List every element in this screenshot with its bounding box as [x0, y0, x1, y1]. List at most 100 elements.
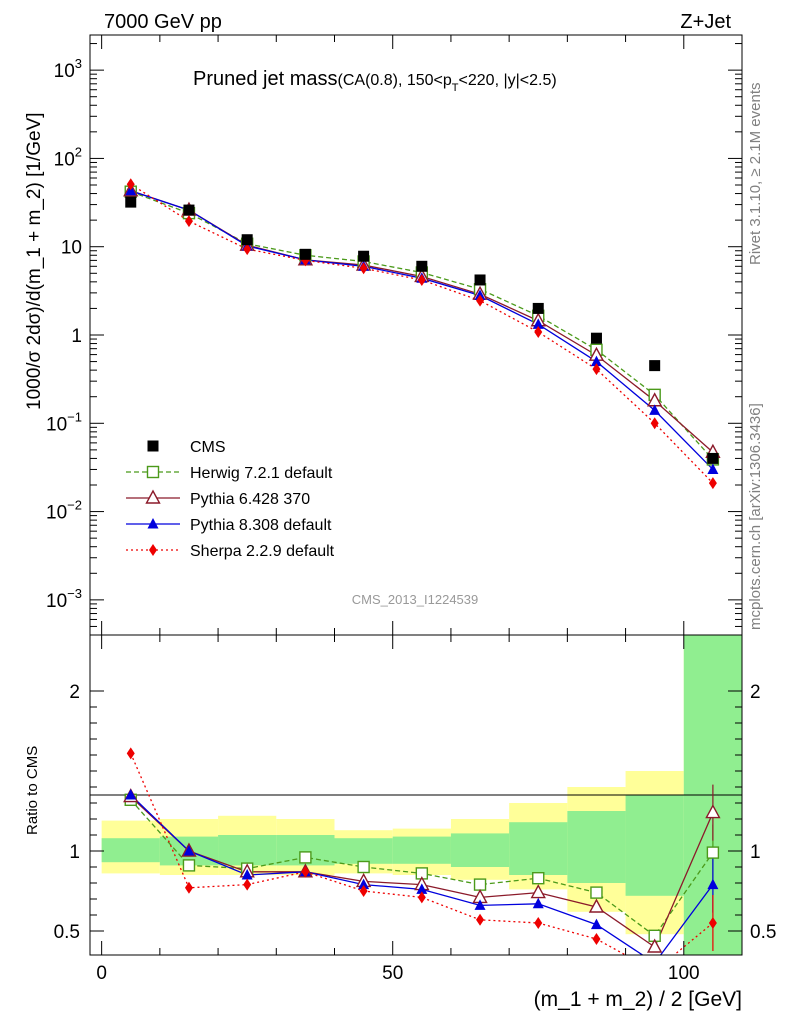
ratio-point-herwig-7-2-1-default	[532, 872, 545, 885]
legend-label: Sherpa 2.2.9 default	[190, 543, 335, 560]
ratio-point-sherpa-2-2-9-default	[534, 917, 543, 929]
ratio-point-sherpa-2-2-9-default	[184, 881, 193, 894]
stat-uncertainty-band	[625, 795, 684, 896]
ratio-point-pythia-6-428-370	[530, 884, 546, 899]
ratio-point-pythia-8-308-default	[474, 899, 486, 910]
main-point-pythia-8-308-default	[590, 355, 602, 367]
main-point-cms	[590, 332, 602, 344]
ratio-point-sherpa-2-2-9-default	[417, 891, 426, 904]
main-point-pythia-8-308-default	[532, 318, 544, 329]
ratio-point-pythia-6-428-370	[705, 804, 721, 819]
ratio-point-pythia-6-428-370	[588, 898, 605, 913]
ratio-point-herwig-7-2-1-default	[357, 860, 370, 874]
main-y-tick-label: 10−2	[46, 498, 82, 524]
legend-marker-pythia-8-308-default	[147, 518, 159, 529]
ratio-y-tick-label: 0.5	[54, 922, 80, 943]
stat-uncertainty-band	[567, 811, 626, 883]
legend-item-sherpa-2-2-9-default: Sherpa 2.2.9 default	[126, 543, 335, 560]
main-point-cms	[241, 234, 253, 246]
x-tick-label: 0	[96, 963, 107, 984]
main-point-cms	[299, 248, 311, 260]
main-line-herwig-7-2-1-default	[130, 191, 714, 460]
ratio-point-herwig-7-2-1-default	[706, 846, 720, 859]
ratio-point-pythia-8-308-default	[125, 789, 137, 800]
rivet-version-label: Rivet 3.1.10, ≥ 2.1M events	[747, 83, 764, 266]
main-point-cms	[125, 196, 137, 208]
mcplots-label: mcplots.cern.ch [arXiv:1306.3436]	[747, 403, 764, 630]
main-point-cms	[183, 204, 195, 216]
legend-label: CMS	[190, 439, 226, 456]
process-label: Z+Jet	[680, 11, 731, 33]
main-point-sherpa-2-2-9-default	[126, 178, 135, 191]
main-y-tick-label: 102	[54, 144, 82, 170]
main-y-tick-label: 10	[61, 238, 82, 259]
main-y-tick-label: 10−3	[46, 586, 82, 612]
main-point-sherpa-2-2-9-default	[592, 363, 601, 376]
main-line-pythia-8-308-default	[130, 190, 714, 470]
legend: CMS Herwig 7.2.1 default Pythia 6.428 370 P…	[126, 439, 335, 560]
stat-uncertainty-band	[509, 822, 568, 875]
stat-uncertainty-band	[101, 838, 160, 863]
main-point-pythia-8-308-default	[649, 404, 661, 415]
legend-marker-herwig-7-2-1-default	[146, 465, 160, 479]
main-point-cms	[416, 260, 428, 272]
legend-item-pythia-6-428-370: Pythia 6.428 370	[126, 489, 310, 508]
ratio-point-pythia-6-428-370	[647, 938, 663, 953]
stat-uncertainty-band	[450, 833, 510, 867]
ratio-point-pythia-8-308-default	[590, 918, 602, 930]
legend-item-herwig-7-2-1-default: Herwig 7.2.1 default	[126, 465, 333, 482]
ratio-y-axis-label: Ratio to CMS	[24, 746, 41, 835]
legend-item-pythia-8-308-default: Pythia 8.308 default	[126, 517, 332, 534]
ratio-point-pythia-8-308-default	[532, 897, 544, 909]
main-y-axis-label: 1000/σ 2dσ)/d(m_1 + m_2) [1/GeV]	[24, 112, 45, 410]
ratio-y-tick-label-right: 1	[750, 842, 761, 863]
main-point-pythia-8-308-default	[707, 463, 719, 474]
ratio-point-sherpa-2-2-9-default	[651, 965, 659, 977]
main-y-tick-label: 10−1	[46, 409, 82, 435]
main-point-sherpa-2-2-9-default	[243, 243, 252, 256]
ratio-point-pythia-8-308-default	[416, 883, 428, 894]
ratio-y-tick-label: 2	[69, 682, 80, 703]
main-point-sherpa-2-2-9-default	[184, 215, 193, 228]
ratio-plot-frame	[89, 634, 743, 956]
ratio-point-sherpa-2-2-9-default	[243, 878, 252, 891]
main-plot-panel: 10−3 10−2 10−1 1 10 102 103 Pruned jet mass(CA…	[24, 34, 743, 636]
ratio-point-pythia-8-308-default	[241, 869, 253, 880]
ratio-y-tick-label: 1	[69, 842, 80, 863]
ratio-point-herwig-7-2-1-default	[590, 886, 603, 899]
main-point-sherpa-2-2-9-default	[476, 294, 485, 307]
ratio-point-pythia-8-308-default	[183, 845, 195, 856]
ratio-point-pythia-8-308-default	[358, 878, 370, 890]
main-point-cms	[358, 250, 370, 262]
ratio-point-herwig-7-2-1-default	[299, 851, 312, 864]
ratio-point-sherpa-2-2-9-default	[592, 933, 601, 945]
main-point-sherpa-2-2-9-default	[708, 477, 717, 490]
main-y-tick-label: 1	[71, 326, 82, 347]
stat-uncertainty-band	[334, 838, 393, 864]
main-point-cms	[707, 452, 719, 464]
ratio-point-sherpa-2-2-9-default	[476, 913, 485, 926]
ratio-y-tick-label-right: 2	[750, 682, 761, 703]
ratio-plot-panel: 0.5 0.5 1 1 2 2 0 50 100 Ratio to CMS (m_1 + m_2…	[24, 634, 776, 1011]
x-tick-label: 100	[668, 963, 700, 984]
ratio-point-sherpa-2-2-9-default	[359, 885, 368, 897]
x-tick-label: 50	[382, 963, 403, 984]
legend-label: Pythia 8.308 default	[190, 517, 332, 534]
ratio-line-sherpa-2-2-9-default	[130, 753, 714, 955]
legend-marker-pythia-6-428-370	[145, 489, 161, 504]
main-point-cms	[474, 274, 486, 286]
legend-label: Herwig 7.2.1 default	[190, 465, 333, 482]
ratio-point-herwig-7-2-1-default	[182, 859, 196, 872]
analysis-watermark: CMS_2013_I1224539	[352, 592, 479, 607]
collision-label: 7000 GeV pp	[104, 11, 222, 33]
main-line-pythia-6-428-370	[130, 190, 714, 453]
ratio-point-pythia-8-308-default	[649, 957, 660, 968]
main-plot-frame	[89, 34, 743, 636]
ratio-point-sherpa-2-2-9-default	[301, 865, 310, 878]
legend-item-cms: CMS	[147, 439, 226, 456]
ratio-y-tick-label-right: 0.5	[750, 922, 776, 943]
legend-marker-cms	[147, 440, 159, 452]
ratio-point-sherpa-2-2-9-default	[126, 747, 135, 760]
stat-uncertainty-band	[392, 836, 451, 864]
